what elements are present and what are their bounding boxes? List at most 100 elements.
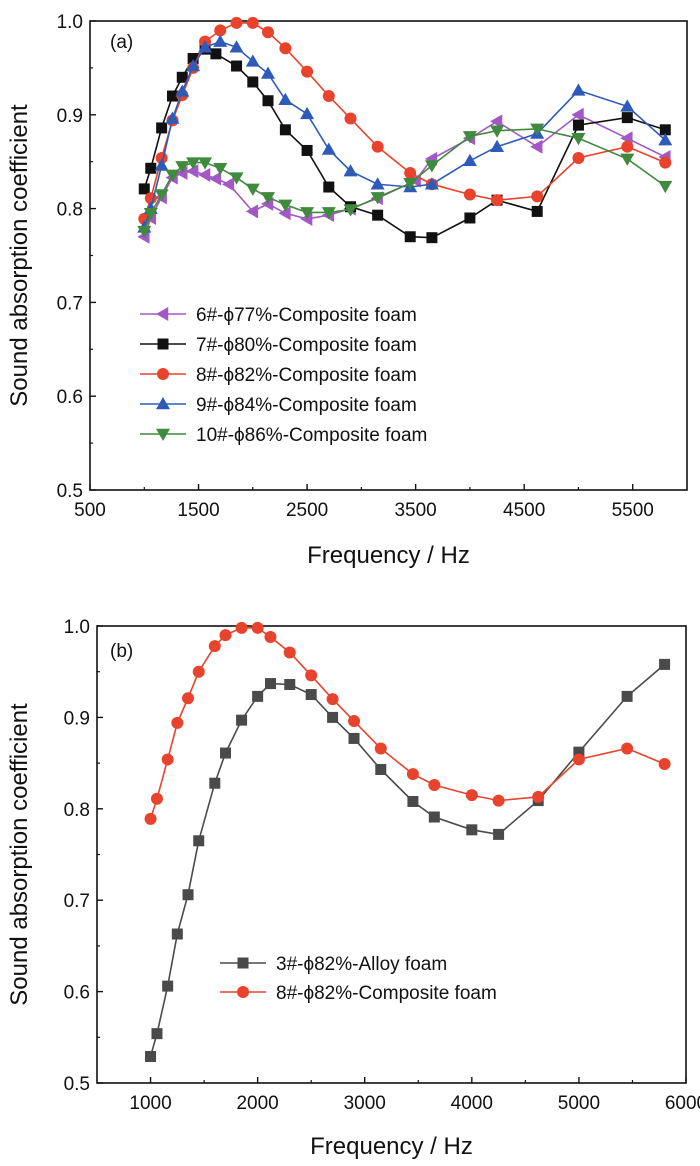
data-point xyxy=(572,151,585,164)
data-point xyxy=(150,792,163,805)
data-point xyxy=(262,26,275,39)
data-point xyxy=(210,48,222,60)
data-point xyxy=(162,980,174,992)
x-tick-label: 4000 xyxy=(451,1093,493,1114)
data-point xyxy=(572,119,584,131)
data-point xyxy=(658,133,673,146)
data-point xyxy=(261,192,276,205)
data-point xyxy=(659,124,671,136)
legend-label: 10#-ϕ86%-Composite foam xyxy=(196,425,427,446)
data-point xyxy=(532,790,545,803)
data-point xyxy=(344,112,357,125)
data-point xyxy=(214,24,227,37)
data-point xyxy=(493,828,505,840)
data-point xyxy=(659,156,672,169)
data-point xyxy=(370,177,385,190)
data-point xyxy=(252,690,264,702)
data-point xyxy=(428,811,440,823)
data-point xyxy=(407,795,419,807)
data-point xyxy=(530,139,543,154)
data-point xyxy=(659,658,671,670)
data-point xyxy=(245,204,259,219)
data-point xyxy=(161,753,174,766)
data-point xyxy=(192,665,205,678)
data-point xyxy=(245,183,260,196)
data-point xyxy=(165,111,180,124)
data-point xyxy=(209,777,221,789)
data-point xyxy=(262,95,274,107)
data-point xyxy=(490,114,503,129)
data-point xyxy=(323,181,335,193)
series-2 xyxy=(144,621,671,825)
y-tick-label: 0.8 xyxy=(64,800,90,821)
data-point xyxy=(343,204,358,217)
x-tick-label: 3000 xyxy=(344,1093,386,1114)
data-point xyxy=(424,160,439,173)
data-point xyxy=(348,732,360,744)
data-point xyxy=(530,123,545,136)
data-point xyxy=(198,167,211,182)
legend: 3#-ϕ82%-Alloy foam 8#-ϕ82%-Composite foam xyxy=(220,954,497,1004)
data-point xyxy=(279,42,292,55)
series-line xyxy=(149,663,666,1057)
data-point xyxy=(490,139,505,152)
data-point xyxy=(463,188,476,201)
data-point xyxy=(620,99,635,112)
data-point xyxy=(301,144,313,156)
data-point xyxy=(573,746,585,758)
panel-label: (b) xyxy=(110,641,133,662)
data-point xyxy=(327,711,339,723)
data-point xyxy=(326,693,339,706)
legend-marker xyxy=(156,307,169,321)
data-point xyxy=(143,208,158,221)
data-point xyxy=(261,66,276,79)
data-point xyxy=(213,34,228,47)
data-point xyxy=(245,54,260,67)
data-point xyxy=(621,112,633,124)
y-tick-label: 0.6 xyxy=(64,983,90,1004)
data-point xyxy=(171,716,184,729)
y-tick-label: 0.7 xyxy=(57,293,83,314)
data-point xyxy=(193,835,205,847)
series-line xyxy=(149,627,665,820)
y-tick-label: 0.5 xyxy=(57,481,83,502)
data-point xyxy=(571,133,586,146)
data-point xyxy=(137,225,152,239)
data-point xyxy=(171,928,183,940)
data-point xyxy=(374,742,387,755)
data-point xyxy=(492,794,505,807)
data-point xyxy=(165,169,180,182)
data-point xyxy=(371,140,384,153)
data-point xyxy=(462,153,477,167)
legend-label: 7#-ϕ80%-Composite foam xyxy=(196,335,417,356)
data-point xyxy=(175,161,190,174)
data-point xyxy=(219,629,232,642)
x-tick-label: 2500 xyxy=(286,500,328,521)
data-point xyxy=(572,753,585,766)
x-tick-label: 1500 xyxy=(177,500,219,521)
data-point xyxy=(375,763,387,775)
data-point xyxy=(264,630,277,643)
series-line xyxy=(143,40,666,228)
data-point xyxy=(464,212,476,224)
y-tick-label: 0.7 xyxy=(64,891,90,912)
legend-label: 8#-ϕ82%-Composite foam xyxy=(276,983,497,1004)
series-line xyxy=(143,113,666,237)
data-point xyxy=(236,714,248,726)
x-tick-label: 500 xyxy=(74,500,106,521)
x-tick-label: 3500 xyxy=(394,500,436,521)
data-point xyxy=(300,207,315,220)
data-point xyxy=(531,205,543,217)
data-point xyxy=(424,177,439,190)
y-tick-label: 1.0 xyxy=(57,12,83,33)
y-tick-label: 0.5 xyxy=(64,1074,90,1095)
data-point xyxy=(406,768,419,781)
data-point xyxy=(571,107,584,122)
data-point xyxy=(404,231,416,243)
data-point xyxy=(229,172,244,185)
data-point xyxy=(156,122,168,134)
series-1 xyxy=(137,107,671,244)
legend-marker xyxy=(237,957,249,969)
data-point xyxy=(198,157,213,170)
data-point xyxy=(186,164,199,179)
